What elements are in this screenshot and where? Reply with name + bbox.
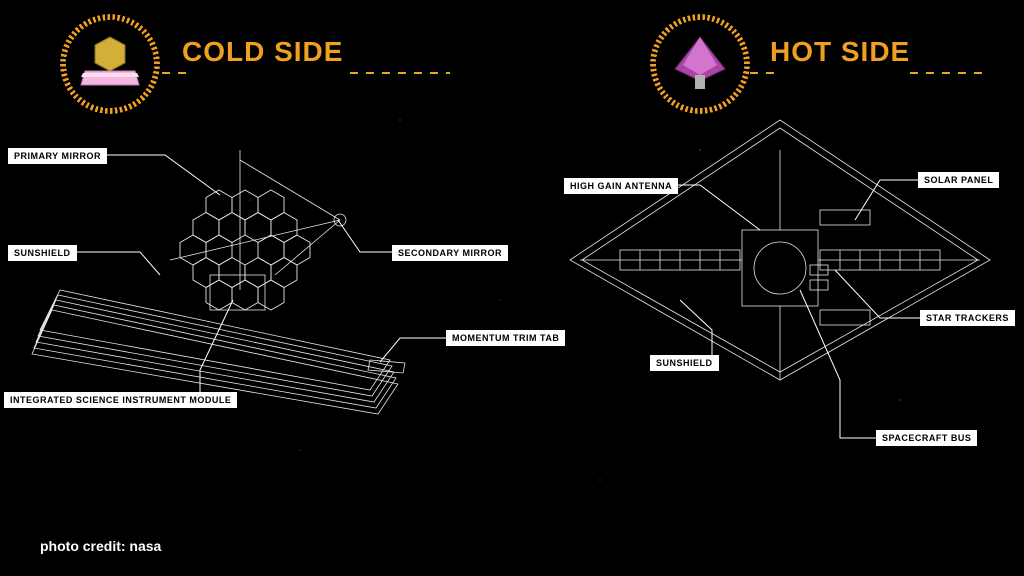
letterbox-top xyxy=(0,0,1024,10)
label-hot-sunshield: SUNSHIELD xyxy=(650,355,719,371)
label-cold-sunshield: SUNSHIELD xyxy=(8,245,77,261)
label-cold-primary_mirror: PRIMARY MIRROR xyxy=(8,148,107,164)
leader-lines xyxy=(0,0,1024,576)
label-cold-isim: INTEGRATED SCIENCE INSTRUMENT MODULE xyxy=(4,392,237,408)
label-hot-solar_panel: SOLAR PANEL xyxy=(918,172,999,188)
letterbox-bottom xyxy=(0,566,1024,576)
label-hot-spacecraft_bus: SPACECRAFT BUS xyxy=(876,430,977,446)
label-cold-momentum_trim_tab: MOMENTUM TRIM TAB xyxy=(446,330,565,346)
label-hot-star_trackers: STAR TRACKERS xyxy=(920,310,1015,326)
label-cold-secondary_mirror: SECONDARY MIRROR xyxy=(392,245,508,261)
label-hot-high_gain_antenna: HIGH GAIN ANTENNA xyxy=(564,178,678,194)
photo-credit: photo credit: nasa xyxy=(40,538,161,554)
